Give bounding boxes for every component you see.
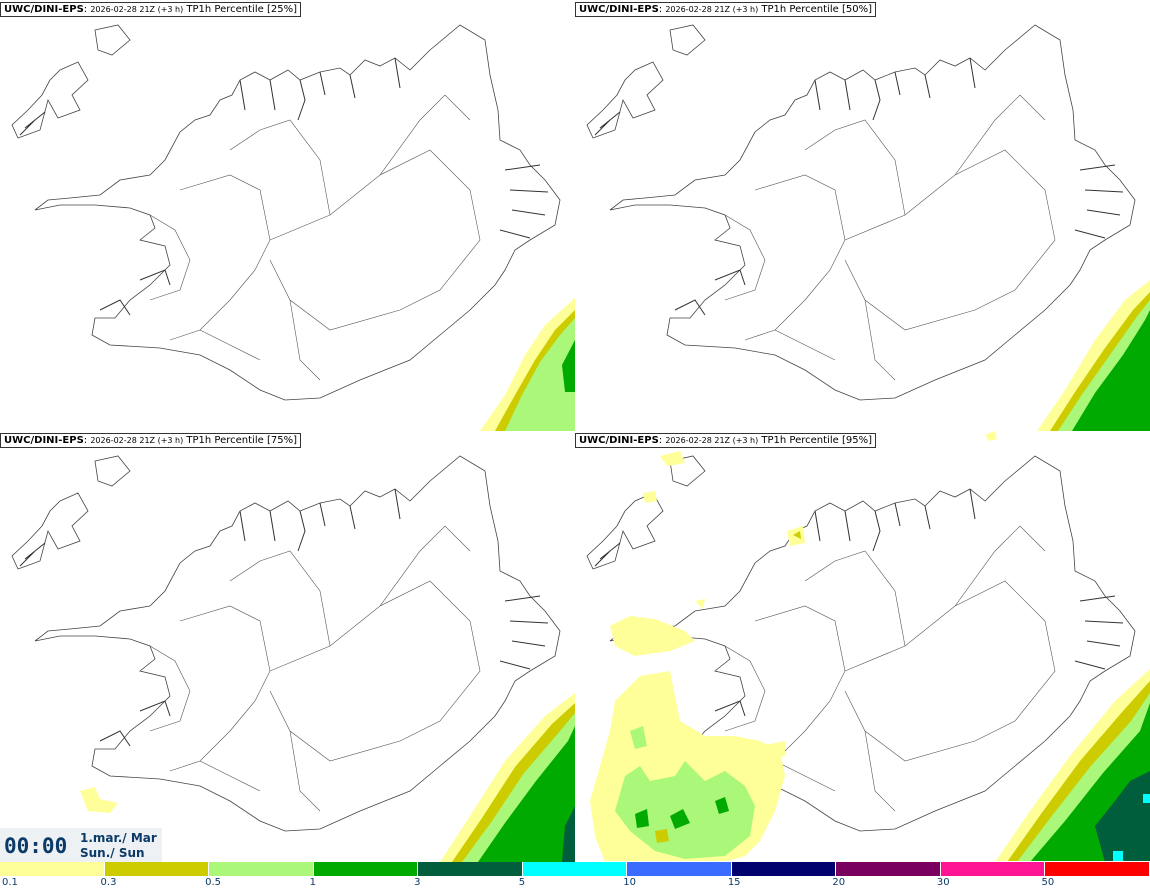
run-label: 2026-02-28 21Z (+3 h) [665, 436, 759, 445]
precip-legend: 0.1 0.3 0.5 1 3 5 10 15 20 30 50 [0, 862, 1150, 891]
model-label: UWC/DINI-EPS [4, 435, 84, 446]
run-label: 2026-02-28 21Z (+3 h) [90, 436, 184, 445]
legend-tick-label: 0.1 [2, 877, 18, 888]
valid-time-box: 00:00 1.mar./ Mar Sun./ Sun [0, 828, 162, 862]
precip-field [480, 298, 575, 431]
valid-time-clock: 00:00 [4, 834, 68, 858]
legend-tick-label: 0.3 [100, 877, 117, 888]
valid-day-label: Sun./ Sun [80, 846, 145, 860]
iceland-map [586, 431, 1150, 861]
legend-swatch [209, 862, 314, 876]
precip-field [1037, 280, 1150, 431]
legend-tick-label: 1 [309, 877, 316, 888]
map-panel-p25: UWC/DINI-EPS: 2026-02-28 21Z (+3 h) TP1h… [0, 0, 575, 431]
product-label: TP1h Percentile [95%] [761, 435, 872, 446]
panel-title: UWC/DINI-EPS: 2026-02-28 21Z (+3 h) TP1h… [575, 2, 876, 17]
legend-swatch [418, 862, 523, 876]
run-label: 2026-02-28 21Z (+3 h) [665, 5, 759, 14]
legend-swatch [104, 862, 210, 876]
run-label: 2026-02-28 21Z (+3 h) [90, 5, 184, 14]
legend-tick-label: 50 [1041, 877, 1055, 888]
map-panel-p95: UWC/DINI-EPS: 2026-02-28 21Z (+3 h) TP1h… [575, 431, 1150, 861]
legend-swatch [731, 862, 837, 876]
legend-tick-label: 0.5 [205, 877, 221, 888]
iceland-map [11, 24, 575, 431]
legend-swatch [940, 862, 1046, 876]
iceland-map [586, 24, 1150, 431]
legend-swatch [522, 862, 628, 876]
legend-swatch [1045, 862, 1150, 876]
legend-tick-label: 5 [518, 877, 526, 888]
legend-swatch [0, 862, 105, 876]
map-panel-p50: UWC/DINI-EPS: 2026-02-28 21Z (+3 h) TP1h… [575, 0, 1150, 431]
panel-title: UWC/DINI-EPS: 2026-02-28 21Z (+3 h) TP1h… [0, 2, 301, 17]
panel-title: UWC/DINI-EPS: 2026-02-28 21Z (+3 h) TP1h… [575, 433, 876, 448]
model-label: UWC/DINI-EPS [579, 4, 659, 15]
valid-date-label: 1.mar./ Mar [80, 831, 157, 845]
product-label: TP1h Percentile [75%] [186, 435, 297, 446]
legend-tick-label: 15 [727, 877, 741, 888]
legend-swatch [313, 862, 419, 876]
legend-tick-label: 30 [936, 877, 950, 888]
legend-tick-label: 10 [623, 877, 636, 888]
panel-title: UWC/DINI-EPS: 2026-02-28 21Z (+3 h) TP1h… [0, 433, 301, 448]
legend-swatch [627, 862, 732, 876]
map-panel-p75: UWC/DINI-EPS: 2026-02-28 21Z (+3 h) TP1h… [0, 431, 575, 862]
legend-tick-label: 3 [414, 877, 421, 888]
model-label: UWC/DINI-EPS [579, 435, 659, 446]
precip-field [590, 431, 1150, 861]
legend-swatch [836, 862, 941, 876]
iceland-map [11, 455, 575, 862]
precip-field [80, 693, 575, 862]
legend-tick-label: 20 [832, 877, 846, 888]
model-label: UWC/DINI-EPS [4, 4, 84, 15]
product-label: TP1h Percentile [50%] [761, 4, 872, 15]
product-label: TP1h Percentile [25%] [186, 4, 297, 15]
